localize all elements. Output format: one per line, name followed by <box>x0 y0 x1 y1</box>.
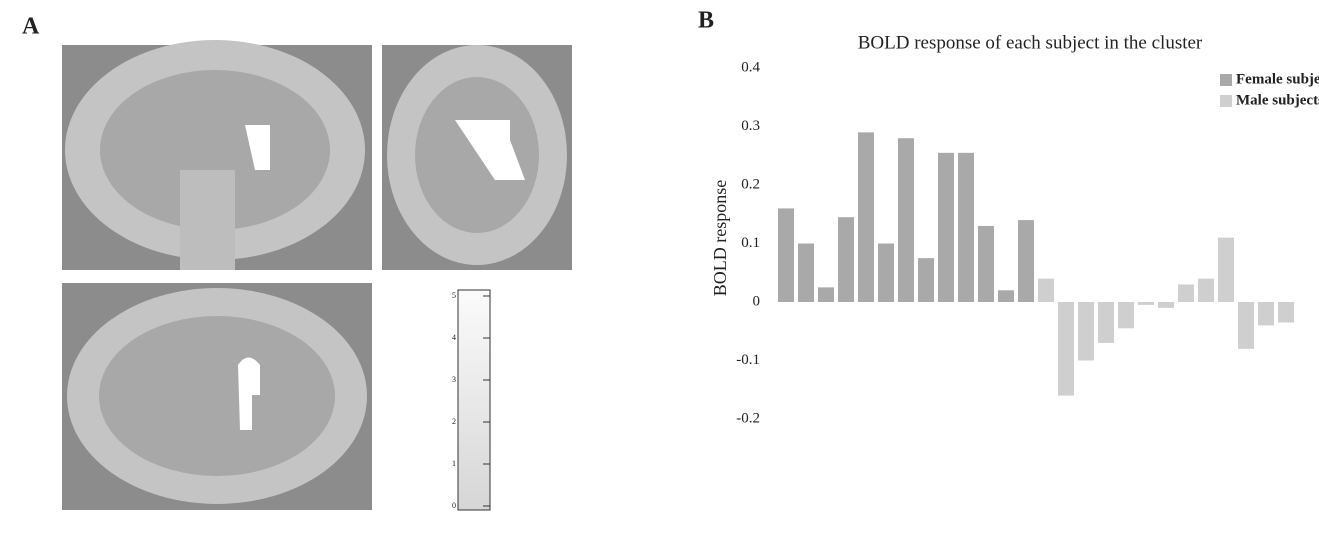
bar <box>1098 302 1114 343</box>
y-tick-label: 0.4 <box>741 59 760 75</box>
bar <box>1018 220 1034 302</box>
colorbar-tick-label: 2 <box>452 417 456 426</box>
bar <box>858 132 874 302</box>
bar <box>1198 279 1214 302</box>
legend-swatch <box>1220 74 1232 86</box>
bar <box>958 153 974 302</box>
sagittal-slice <box>62 40 372 270</box>
colorbar-tick-label: 0 <box>452 501 456 510</box>
bar <box>798 244 814 303</box>
bar <box>1038 279 1054 302</box>
bar <box>818 287 834 302</box>
bar <box>1058 302 1074 396</box>
bar <box>1078 302 1094 361</box>
bar <box>1118 302 1134 328</box>
colorbar-tick-label: 3 <box>452 375 456 384</box>
bar <box>1178 284 1194 302</box>
bar <box>1138 302 1154 305</box>
bar <box>898 138 914 302</box>
y-tick-label: -0.1 <box>736 352 760 368</box>
bar <box>938 153 954 302</box>
chart-title: BOLD response of each subject in the clu… <box>858 32 1203 53</box>
legend-label: Female subjects <box>1236 71 1319 87</box>
bar <box>1238 302 1254 349</box>
bar <box>1258 302 1274 325</box>
y-tick-label: 0.2 <box>741 176 760 192</box>
colorbar <box>458 290 490 510</box>
panel-label: A <box>22 14 40 40</box>
bar <box>1158 302 1174 308</box>
coronal-slice <box>382 45 572 270</box>
legend-swatch <box>1220 95 1232 107</box>
bar <box>918 258 934 302</box>
bar <box>838 217 854 302</box>
bar <box>998 290 1014 302</box>
bar <box>1218 238 1234 302</box>
y-tick-label: 0.1 <box>741 235 760 251</box>
panel-label: B <box>698 8 714 34</box>
bar <box>1278 302 1294 322</box>
bar <box>978 226 994 302</box>
colorbar-tick-label: 4 <box>452 333 456 342</box>
colorbar-tick-label: 1 <box>452 459 456 468</box>
y-tick-label: -0.2 <box>736 410 760 426</box>
legend-label: Male subjects <box>1236 92 1319 108</box>
colorbar-tick-label: 5 <box>452 291 456 300</box>
bar <box>878 244 894 303</box>
axial-slice <box>62 283 372 510</box>
y-tick-label: 0 <box>753 293 761 309</box>
y-tick-label: 0.3 <box>741 118 760 134</box>
y-axis-label: BOLD response <box>710 180 730 296</box>
bar <box>778 208 794 302</box>
figure: A B BOLD response of each subject in the… <box>0 0 1319 539</box>
